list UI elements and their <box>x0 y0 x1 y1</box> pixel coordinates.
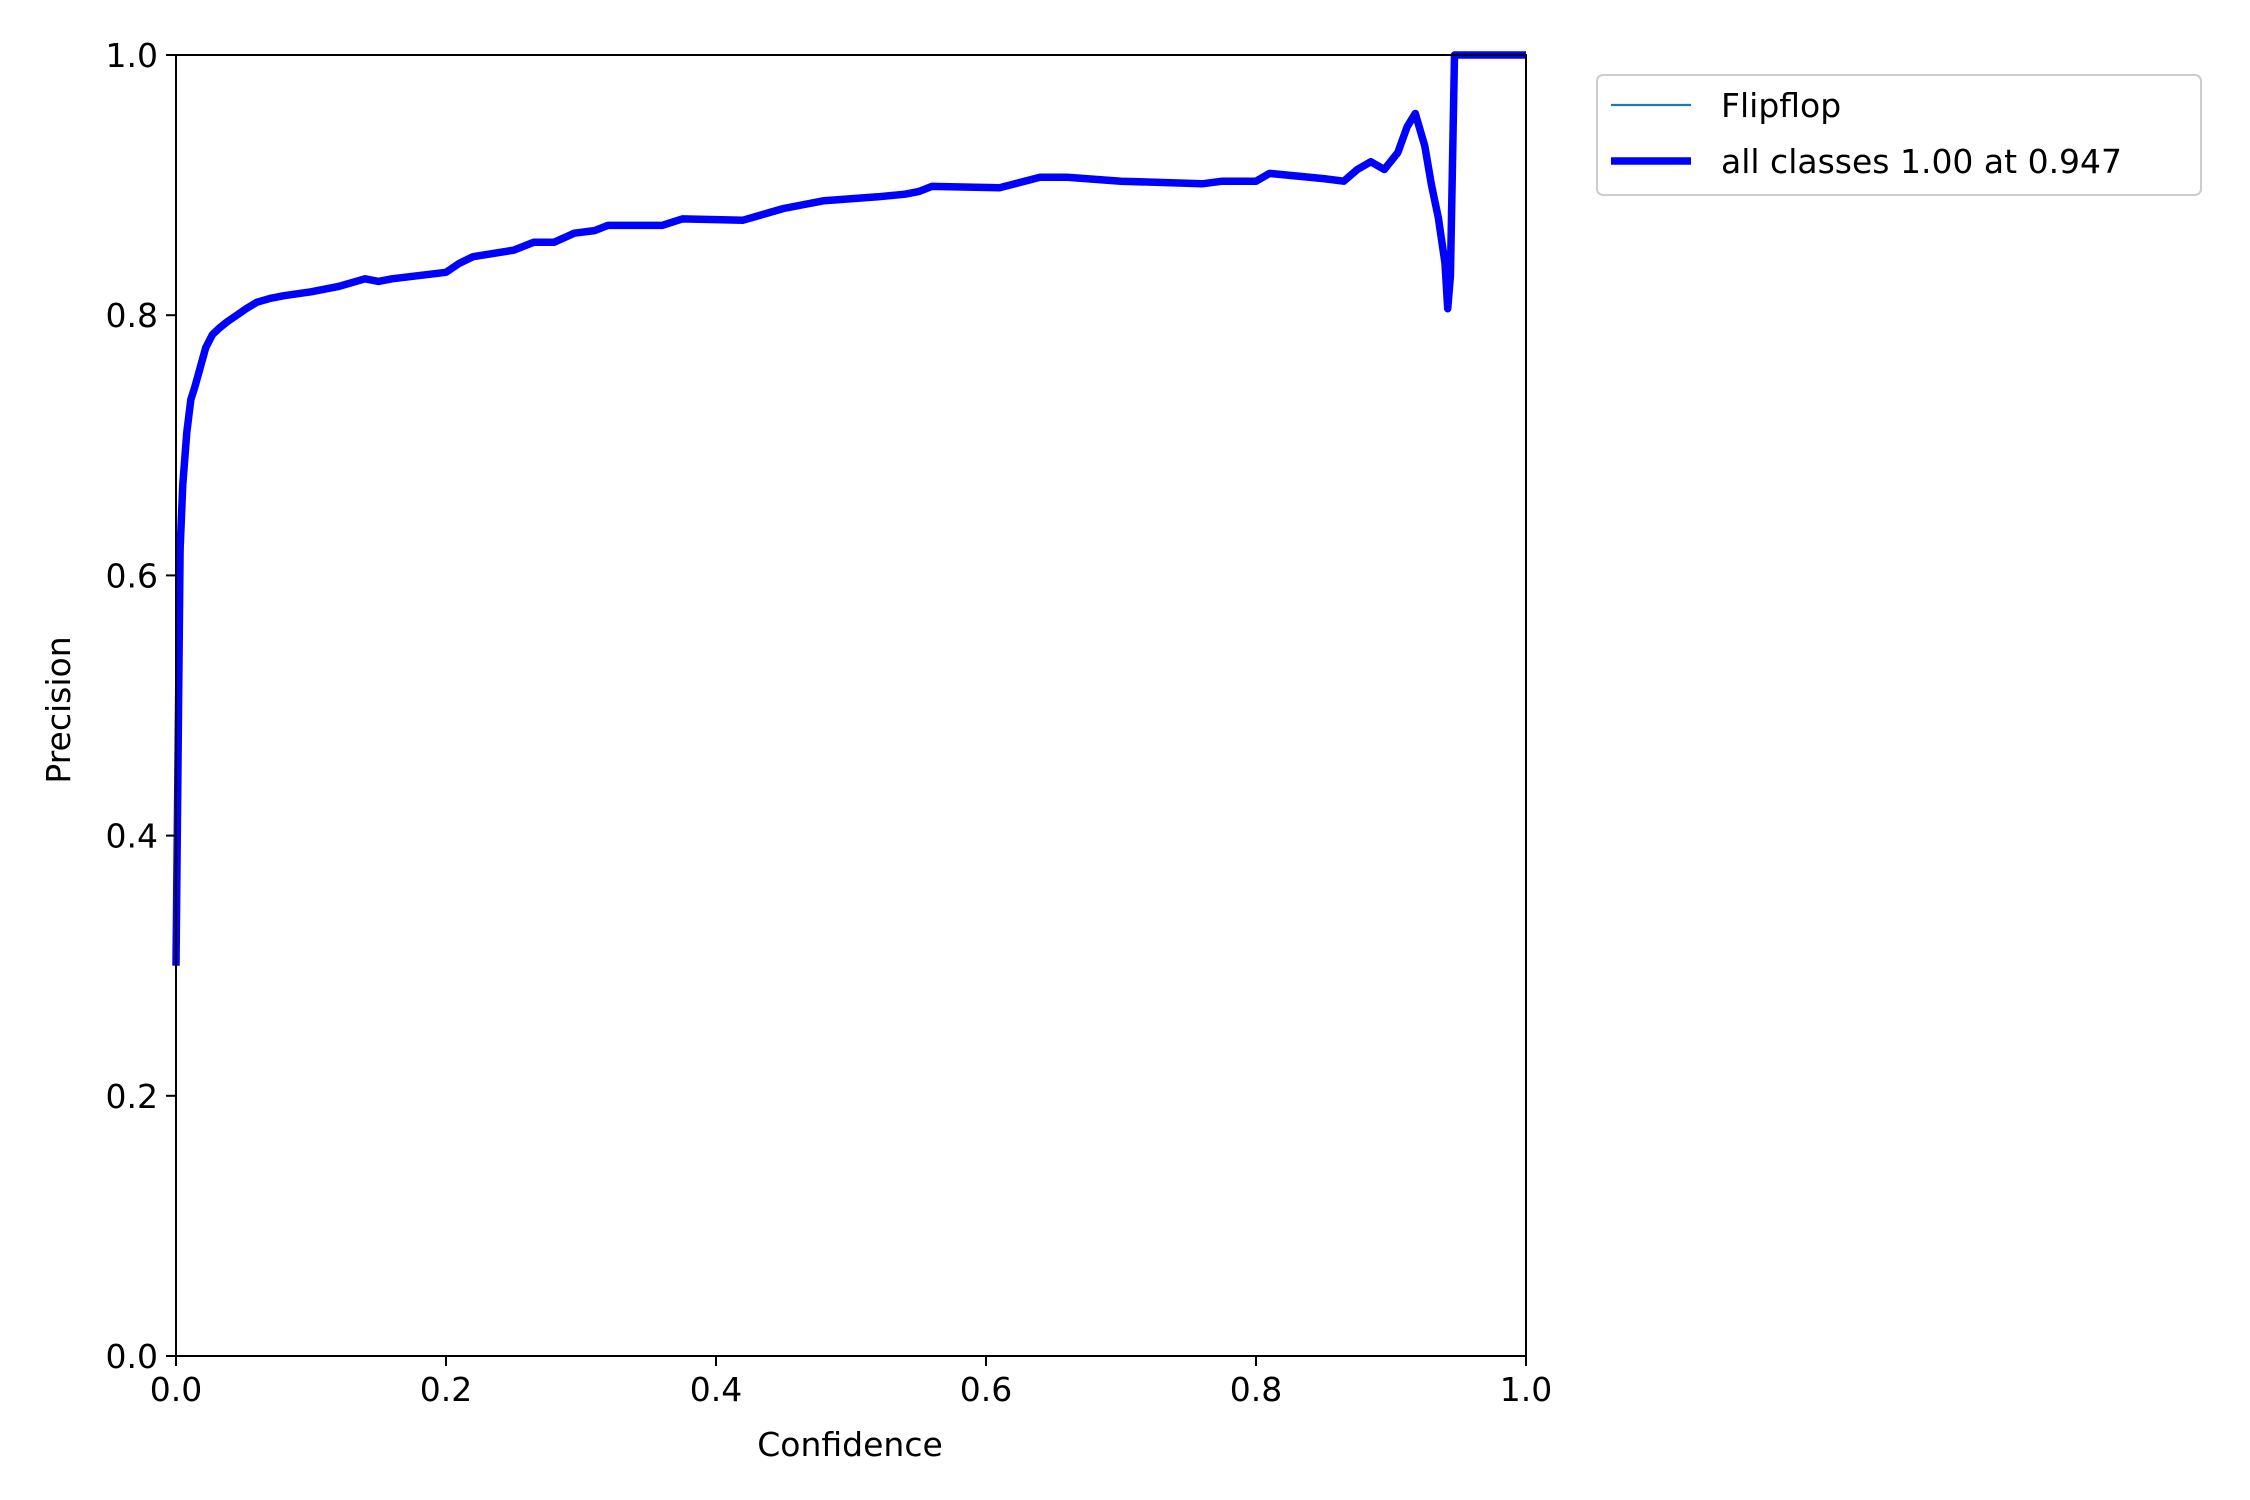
y-tick-label: 0.8 <box>106 296 158 335</box>
y-tick-label: 0.0 <box>106 1337 158 1376</box>
legend-label: all classes 1.00 at 0.947 <box>1721 142 2122 181</box>
x-tick-label: 1.0 <box>1500 1370 1552 1409</box>
legend-label: Flipflop <box>1721 86 1841 125</box>
x-tick-label: 0.0 <box>150 1370 202 1409</box>
axes: 0.0 0.2 0.4 0.6 0.8 1.0 0.0 0.2 0.4 0.6 0.8 1.0 <box>106 36 1553 1409</box>
x-tick-label: 0.2 <box>420 1370 472 1409</box>
y-tick-label: 1.0 <box>106 36 158 75</box>
series-line-all-classes <box>172 51 1526 966</box>
legend-box <box>1596 74 2202 196</box>
x-axis-title: Confidence <box>757 1425 943 1464</box>
axes-frame <box>175 54 1527 1357</box>
y-axis-title: Precision <box>39 636 78 783</box>
x-tick-label: 0.8 <box>1230 1370 1282 1409</box>
y-tick-label: 0.2 <box>106 1077 158 1116</box>
y-tick-label: 0.6 <box>106 556 158 595</box>
y-tick-label: 0.4 <box>106 817 158 856</box>
legend: Flipflop all classes 1.00 at 0.947 <box>1596 74 2202 196</box>
x-tick-label: 0.6 <box>960 1370 1012 1409</box>
x-tick-label: 0.4 <box>690 1370 742 1409</box>
plot-area <box>172 51 1526 966</box>
